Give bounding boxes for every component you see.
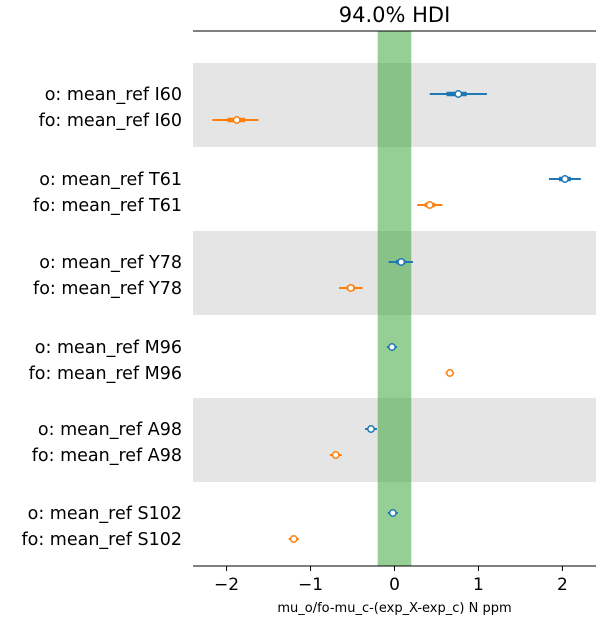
x-tick-label: 2 xyxy=(557,575,568,595)
x-tick-label: 0 xyxy=(389,575,400,595)
mean-point xyxy=(445,369,454,377)
row-label: fo: mean_ref Y78 xyxy=(33,279,182,299)
chart-title: 94.0% HDI xyxy=(339,3,451,27)
mean-point xyxy=(425,201,434,209)
row-label: o: mean_ref I60 xyxy=(45,85,182,105)
mean-point xyxy=(232,116,241,124)
mean-point xyxy=(388,509,397,517)
mean-point xyxy=(331,451,340,459)
x-axis-ticks: −2 −1 0 1 2 xyxy=(214,566,568,595)
x-tick-label: −2 xyxy=(214,575,239,595)
x-axis-label: mu_o/fo-mu_c-(exp_X-exp_c) N ppm xyxy=(277,601,511,616)
row-labels: o: mean_ref I60 fo: mean_ref I60 o: mean_r… xyxy=(21,85,182,550)
row-label: o: mean_ref M96 xyxy=(35,338,182,358)
mean-point xyxy=(397,258,406,266)
interval-marks xyxy=(212,90,581,543)
row-label: fo: mean_ref I60 xyxy=(39,111,182,131)
mean-point xyxy=(367,425,375,433)
mean-point xyxy=(289,535,298,543)
mean-point xyxy=(388,343,396,351)
row-label: fo: mean_ref M96 xyxy=(29,364,182,384)
rope-region xyxy=(377,31,412,566)
mean-point xyxy=(346,284,355,292)
row-label: o: mean_ref S102 xyxy=(28,504,182,524)
row-label: fo: mean_ref A98 xyxy=(32,446,182,466)
mean-point xyxy=(454,90,463,98)
row-label: o: mean_ref T61 xyxy=(39,170,182,190)
row-label: fo: mean_ref S102 xyxy=(21,530,182,550)
mean-point xyxy=(560,175,569,183)
row-label: o: mean_ref A98 xyxy=(38,420,182,440)
x-tick-label: 1 xyxy=(473,575,484,595)
row-label: fo: mean_ref T61 xyxy=(33,196,182,216)
x-tick-label: −1 xyxy=(298,575,323,595)
row-label: o: mean_ref Y78 xyxy=(39,253,182,273)
